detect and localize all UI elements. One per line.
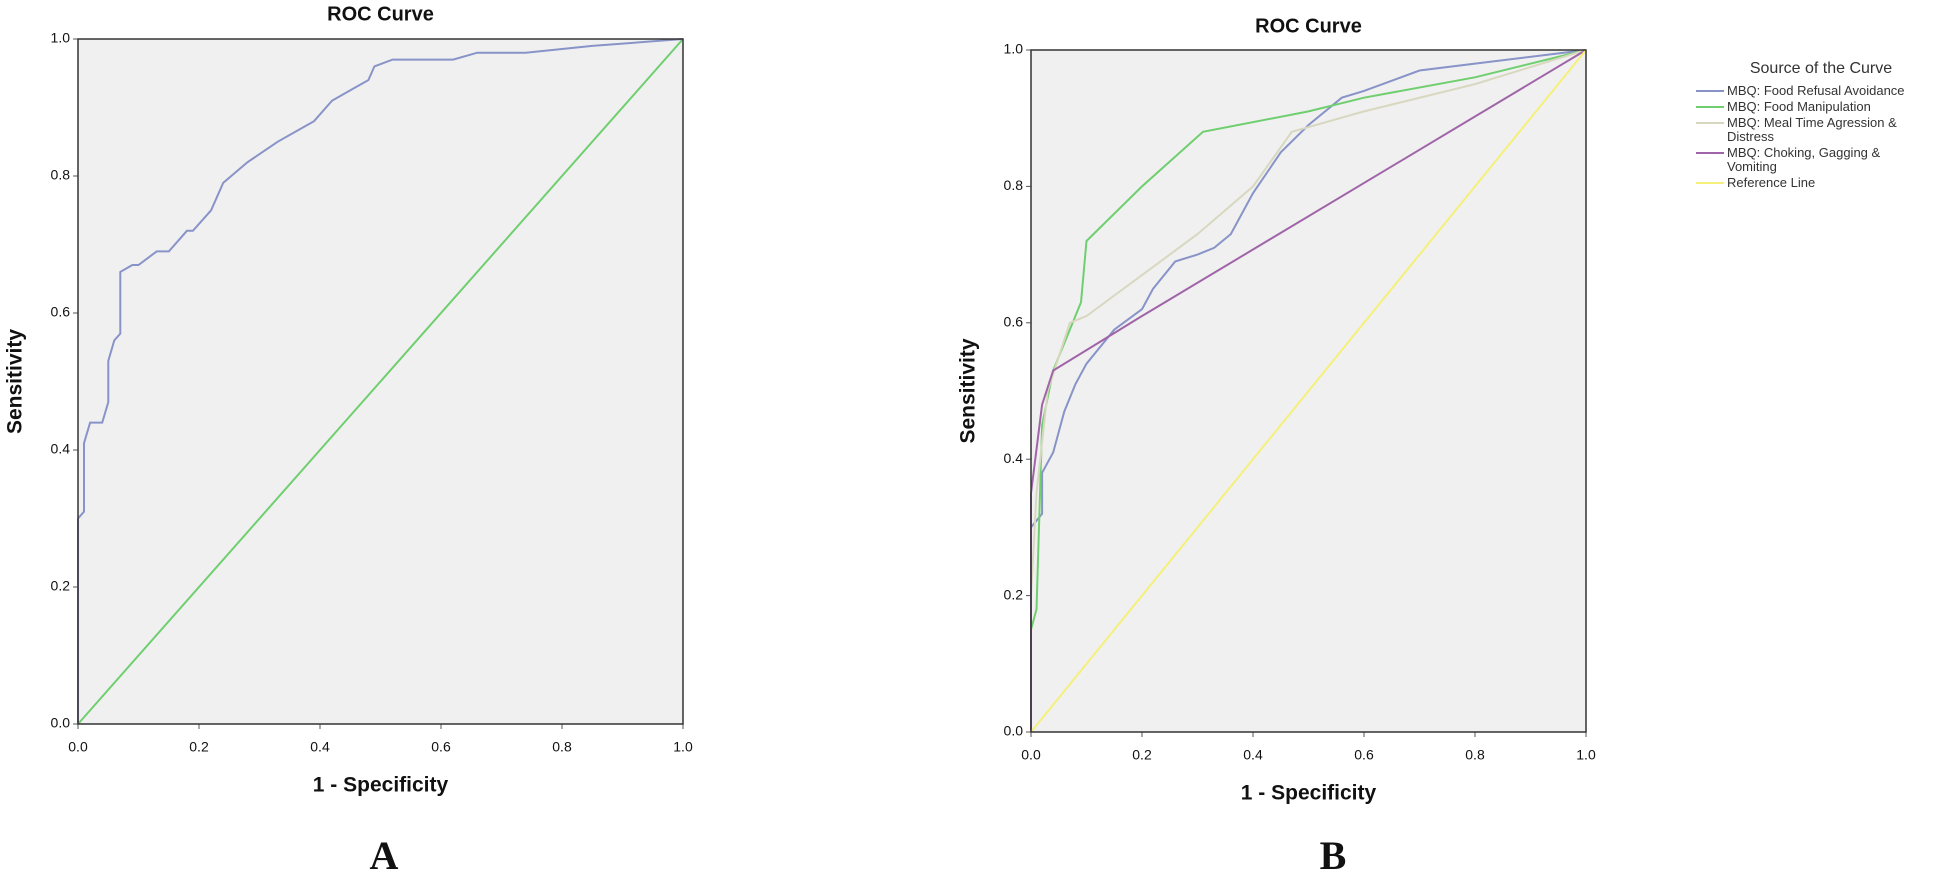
x-axis-label: 1 - Specificity [1241,782,1377,805]
x-tick-label: 0.0 [68,739,88,755]
y-tick-label: 0.4 [51,441,71,457]
x-tick-label: 0.8 [552,739,572,755]
y-tick-label: 0.4 [1004,450,1024,466]
y-tick-label: 1.0 [1004,41,1024,57]
roc-line [1030,49,1587,732]
y-tick-label: 0.0 [1004,723,1024,739]
legend-title: Source of the Curve [1749,60,1893,77]
roc-line [1030,49,1587,733]
roc-line [1030,49,1587,732]
y-tick-label: 0.6 [1004,314,1024,330]
y-tick-label: 0.8 [51,167,71,183]
legend-swatch [1696,152,1724,154]
legend-entry: MBQ: Choking, Gagging & Vomiting [1696,146,1946,174]
plot-frame [77,38,684,725]
panel-label: A [370,833,399,878]
y-axis-label: Sensitivity [4,329,27,434]
x-tick-label: 1.0 [1576,747,1596,763]
legend-label: Reference Line [1727,175,1816,190]
x-tick-label: 0.4 [1243,747,1263,763]
plot-frame [1030,49,1587,733]
y-tick-label: 0.6 [51,304,71,320]
chart-title: ROC Curve [1255,15,1362,37]
legend-swatch [1696,122,1724,124]
legend-swatch [1696,90,1724,92]
y-tick-label: 0.8 [1004,177,1024,193]
legend-entry: Reference Line [1696,176,1946,190]
x-tick-label: 0.6 [431,739,451,755]
legend-entry: MBQ: Meal Time Agression & Distress [1696,116,1946,144]
x-tick-label: 0.2 [1132,747,1152,763]
y-tick-label: 0.0 [51,715,71,731]
legend-label: MBQ: Meal Time Agression & Distress [1727,115,1897,144]
legend: Source of the Curve MBQ: Food Refusal Avo… [1696,60,1946,192]
y-tick-label: 0.2 [1004,586,1024,602]
roc-line [77,38,684,725]
x-tick-label: 0.2 [189,739,209,755]
x-axis-label: 1 - Specificity [313,774,449,797]
chart-title: ROC Curve [327,3,434,25]
y-axis-label: Sensitivity [957,338,980,443]
legend-entry: MBQ: Food Manipulation [1696,100,1946,114]
legend-label: MBQ: Food Manipulation [1727,99,1871,114]
y-tick-label: 0.2 [51,578,71,594]
x-tick-label: 1.0 [673,739,693,755]
legend-label: MBQ: Food Refusal Avoidance [1727,83,1905,98]
y-tick-label: 1.0 [51,30,71,46]
legend-entry: MBQ: Food Refusal Avoidance [1696,84,1946,98]
legend-label: MBQ: Choking, Gagging & Vomiting [1727,145,1881,174]
x-tick-label: 0.6 [1354,747,1374,763]
legend-swatch [1696,182,1724,184]
x-tick-label: 0.0 [1021,747,1041,763]
roc-line [77,38,684,724]
x-tick-label: 0.4 [310,739,330,755]
legend-swatch [1696,106,1724,108]
roc-line [1030,49,1587,732]
x-tick-label: 0.8 [1465,747,1485,763]
panel-label: B [1320,833,1347,878]
